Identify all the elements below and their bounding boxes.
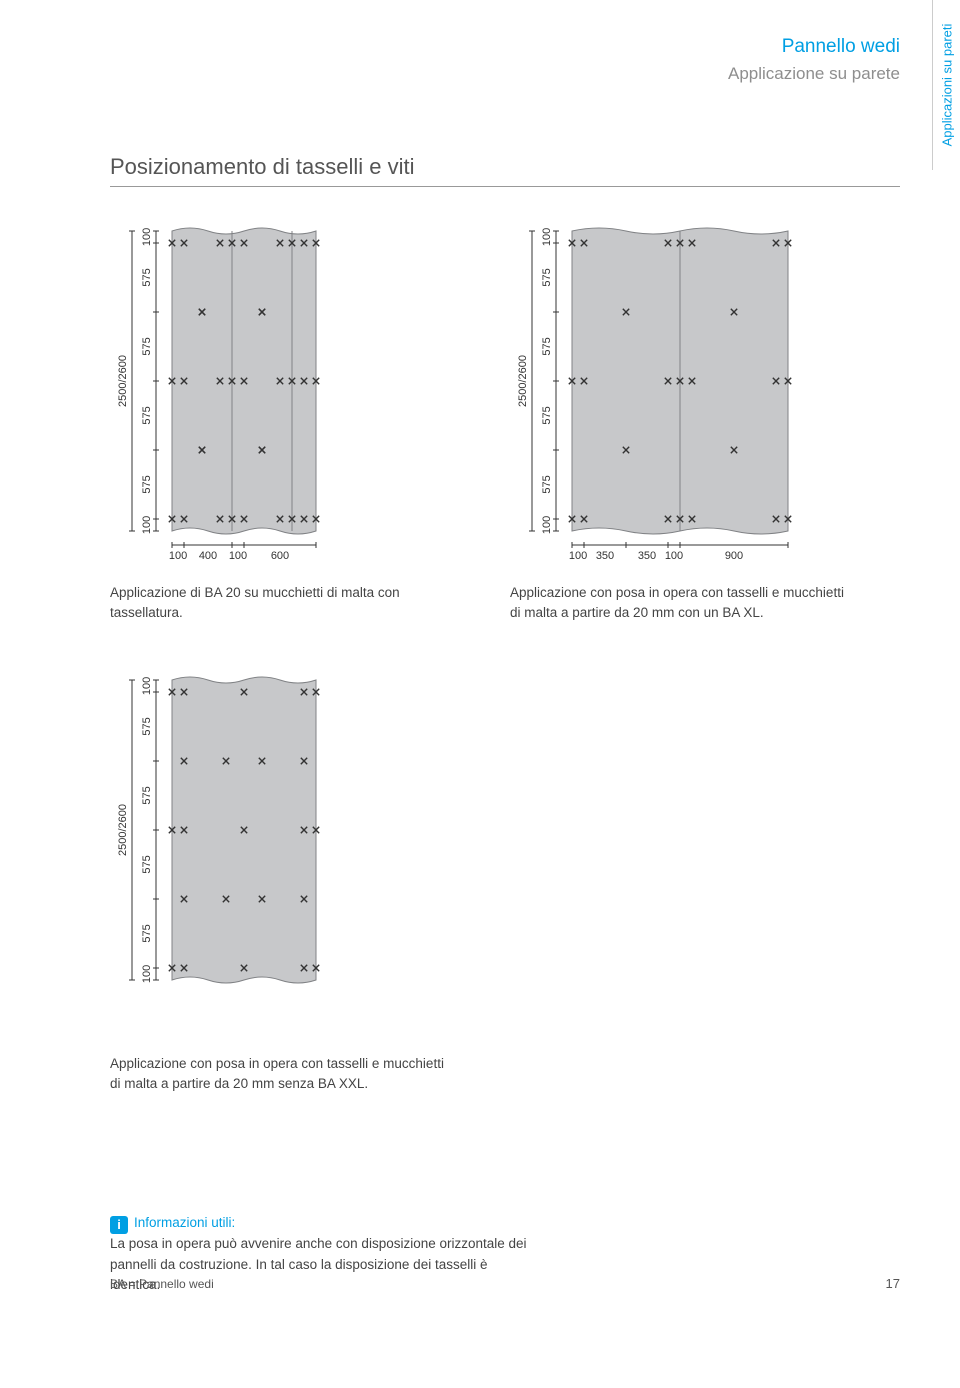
svg-text:575: 575 <box>141 717 153 735</box>
diagram-1-block: 1005755755755751002500/2600100400100600 … <box>110 223 450 622</box>
svg-text:575: 575 <box>141 924 153 942</box>
svg-text:600: 600 <box>271 550 289 562</box>
diagram-1: 100 575 575 575 575 100 2500/2600 100 400 100 600 <box>110 223 324 567</box>
section-divider <box>110 186 900 187</box>
info-icon: i <box>110 1216 128 1234</box>
svg-text:575: 575 <box>141 268 153 286</box>
svg-text:100: 100 <box>541 516 553 534</box>
side-tab-label: Applicazioni su pareti <box>939 24 954 147</box>
svg-text:350: 350 <box>638 550 656 562</box>
svg-text:575: 575 <box>541 268 553 286</box>
svg-text:575: 575 <box>541 337 553 355</box>
svg-text:575: 575 <box>541 406 553 424</box>
header-title: Pannello wedi <box>110 36 900 58</box>
svg-text:575: 575 <box>541 475 553 493</box>
svg-text:100: 100 <box>141 965 153 983</box>
svg-text:575: 575 <box>141 475 153 493</box>
svg-text:100: 100 <box>541 228 553 246</box>
diagram-2: 100 575 575 575 575 100 2500/2600 100 350 350 100 9… <box>510 223 796 567</box>
svg-text:400: 400 <box>199 550 217 562</box>
info-title: Informazioni utili: <box>134 1215 235 1230</box>
diagram-2-caption: Applicazione con posa in opera con tasse… <box>510 583 850 622</box>
svg-text:100: 100 <box>141 677 153 695</box>
header-subtitle: Applicazione su parete <box>110 64 900 84</box>
diagram-1-caption: Applicazione di BA 20 su mucchietti di m… <box>110 583 450 622</box>
svg-text:2500/2600: 2500/2600 <box>117 804 129 856</box>
diagram-row-1: 1005755755755751002500/2600100400100600 … <box>110 223 900 622</box>
footer-note: BA = Pannello wedi <box>110 1277 214 1291</box>
svg-text:100: 100 <box>141 516 153 534</box>
svg-text:100: 100 <box>169 550 187 562</box>
section-heading: Posizionamento di tasselli e viti <box>110 154 900 180</box>
svg-text:350: 350 <box>596 550 614 562</box>
side-tab: Applicazioni su pareti <box>932 0 960 170</box>
svg-text:100: 100 <box>569 550 587 562</box>
svg-text:900: 900 <box>725 550 743 562</box>
svg-text:2500/2600: 2500/2600 <box>517 355 529 407</box>
diagram-3-block: 100 575 575 575 575 100 2500/2600 Applicazione… <box>110 672 450 1093</box>
svg-text:575: 575 <box>141 786 153 804</box>
page-header: Pannello wedi Applicazione su parete <box>110 36 900 84</box>
svg-text:100: 100 <box>141 228 153 246</box>
svg-text:575: 575 <box>141 855 153 873</box>
svg-text:100: 100 <box>229 550 247 562</box>
diagram-3-caption: Applicazione con posa in opera con tasse… <box>110 1054 450 1093</box>
svg-text:575: 575 <box>141 337 153 355</box>
svg-text:575: 575 <box>141 406 153 424</box>
diagram-3: 100 575 575 575 575 100 2500/2600 <box>110 672 324 1038</box>
diagram-2-block: 100 575 575 575 575 100 2500/2600 100 350 350 100 9… <box>510 223 850 622</box>
diagram-row-2: 100 575 575 575 575 100 2500/2600 Applicazione… <box>110 672 900 1093</box>
svg-text:100: 100 <box>665 550 683 562</box>
page-number: 17 <box>886 1276 900 1291</box>
svg-text:2500/2600: 2500/2600 <box>117 355 129 407</box>
